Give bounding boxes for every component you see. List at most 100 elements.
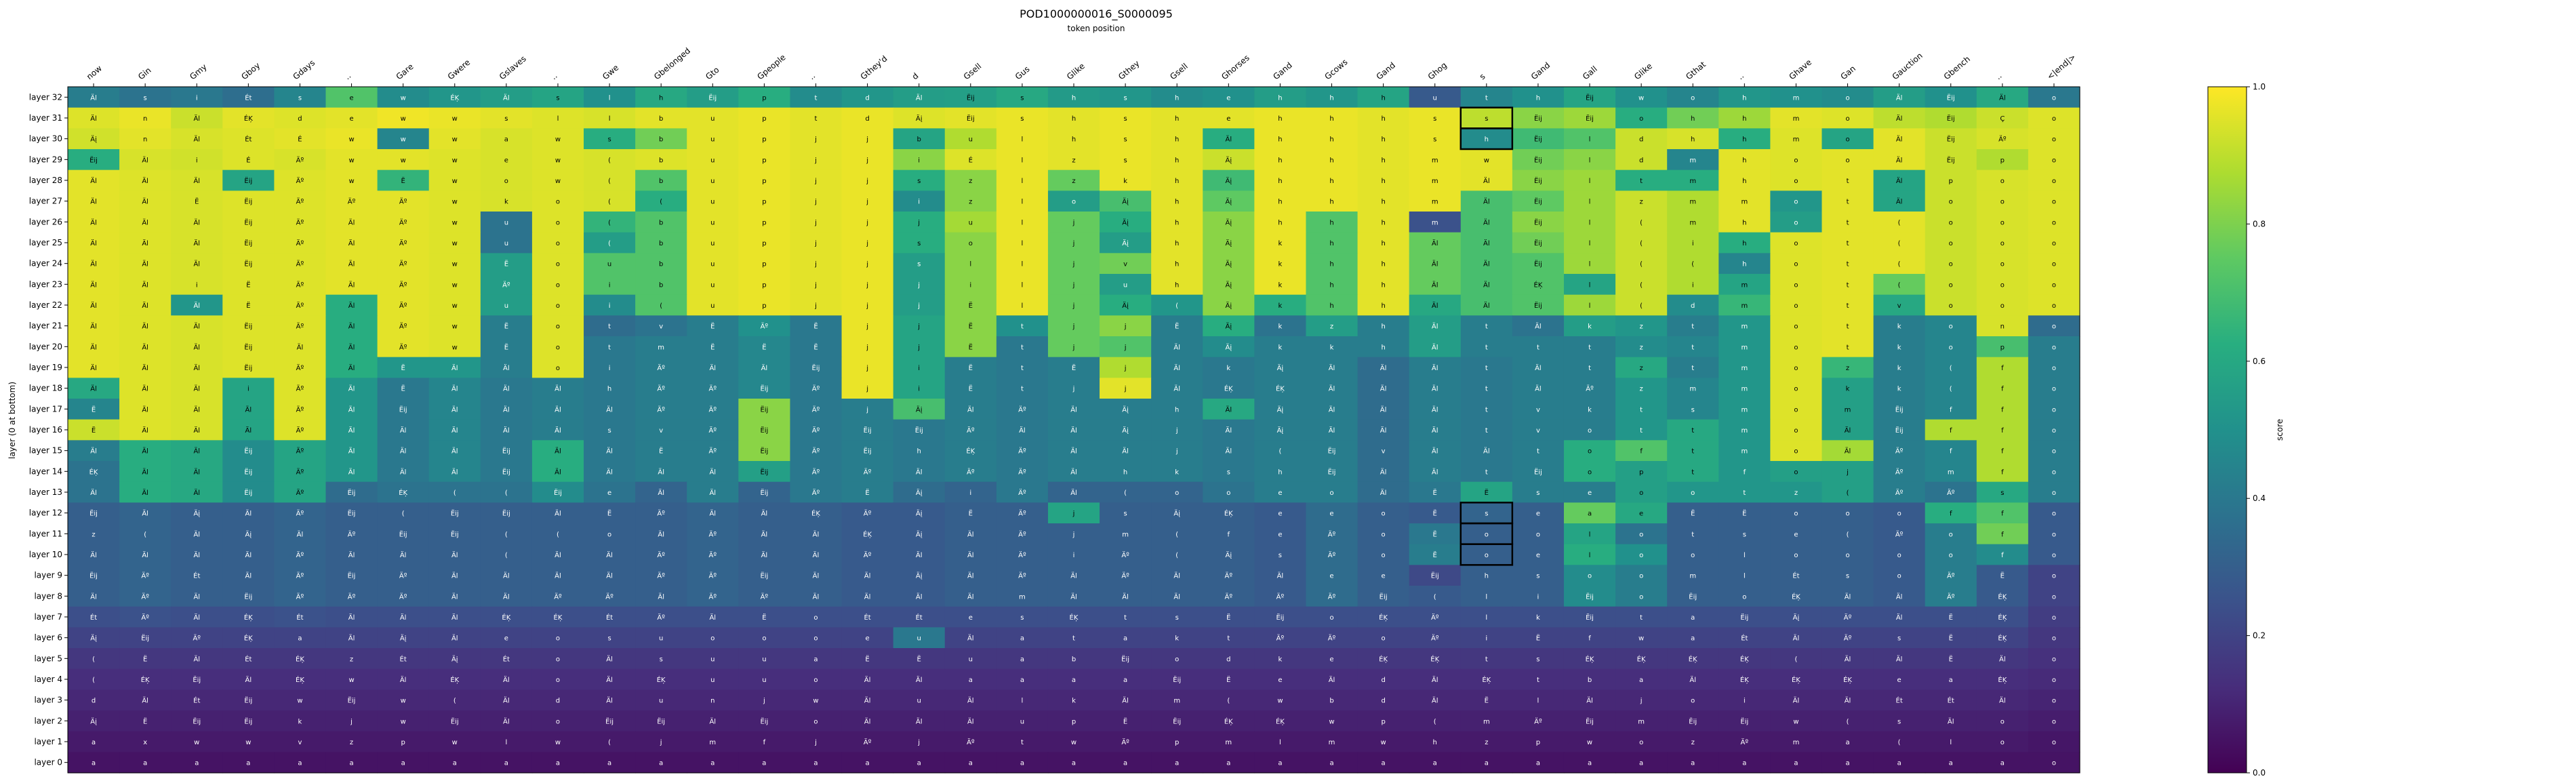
cell-label: Ëĳ: [502, 467, 510, 476]
cell-label: b: [659, 219, 663, 226]
cell-label: j: [763, 698, 765, 705]
heatmap-cell: [1615, 87, 1668, 108]
cell-label: l: [1589, 302, 1591, 310]
cell-label: Ë: [762, 342, 766, 351]
cell-label: (: [1691, 261, 1694, 268]
cell-label: Äl: [348, 550, 355, 559]
cell-label: Äl: [142, 197, 148, 206]
x-tick-label: Gslaves: [498, 54, 528, 81]
heatmap-cell: [1512, 440, 1565, 462]
heatmap-cell: [274, 461, 327, 483]
heatmap-cell: [1100, 399, 1152, 420]
heatmap-cell: [274, 440, 327, 462]
cell-label: Äº: [812, 426, 820, 435]
cell-label: j: [1175, 448, 1178, 456]
cell-label: Äl: [90, 280, 97, 289]
cell-label: j: [866, 386, 868, 393]
heatmap-cell: [1512, 190, 1565, 212]
cell-label: Äl: [1070, 447, 1077, 456]
y-tick-label: layer 12: [29, 508, 62, 518]
cell-label: Äº: [141, 592, 149, 601]
heatmap-cell: [1667, 253, 1719, 275]
heatmap-cell: [1563, 440, 1616, 462]
cell-label: s: [1846, 573, 1849, 580]
cell-label: o: [1382, 552, 1386, 559]
cell-label: Äl: [193, 592, 200, 601]
heatmap-cell: [480, 461, 533, 483]
heatmap-cell: [1976, 294, 2029, 316]
cell-label: z: [92, 531, 95, 538]
heatmap-cell: [1460, 378, 1513, 399]
cell-label: Äl: [348, 322, 355, 331]
cell-label: h: [1175, 240, 1179, 247]
cell-label: ÉĶ: [966, 447, 975, 456]
cell-label: h: [1175, 406, 1179, 414]
heatmap-cell: [1873, 294, 1926, 316]
cell-label: Ë: [143, 654, 147, 663]
cell-label: Äl: [193, 384, 200, 393]
x-tick-label: ..: [807, 71, 817, 82]
heatmap-cell: [531, 107, 584, 129]
heatmap-cell: [428, 461, 481, 483]
heatmap-cell: [480, 253, 533, 275]
cell-label: Äl: [1845, 447, 1851, 456]
cell-label: Äº: [864, 509, 872, 518]
cell-label: Ëĳ: [1586, 93, 1594, 102]
heatmap-cell: [325, 87, 378, 108]
cell-label: o: [2052, 718, 2056, 725]
cell-label: Ëĳ: [348, 509, 356, 518]
cell-label: m: [658, 344, 664, 351]
heatmap-cell: [841, 294, 894, 316]
cell-label: j: [1124, 365, 1127, 372]
cell-label: s: [660, 656, 663, 663]
cell-label: Äl: [709, 488, 716, 497]
cell-label: (: [608, 178, 611, 185]
cell-label: h: [1485, 573, 1489, 580]
cell-label: k: [1897, 365, 1901, 372]
cell-label: Äl: [348, 239, 355, 247]
heatmap-cell: [1100, 232, 1152, 254]
heatmap-cell: [1925, 190, 1977, 212]
heatmap-cell: [1822, 274, 1874, 296]
cell-label: o: [2052, 323, 2056, 331]
heatmap-cell: [1100, 378, 1152, 399]
cell-label: Ét: [193, 571, 200, 580]
cell-label: Äl: [916, 675, 923, 684]
cell-label: n: [2000, 323, 2005, 331]
cell-label: o: [1949, 240, 1953, 247]
heatmap-cell: [1718, 378, 1771, 399]
cell-label: Äº: [708, 426, 717, 435]
cell-label: a: [504, 760, 508, 767]
cell-label: o: [1226, 489, 1230, 497]
cell-label: o: [1897, 573, 1901, 580]
cell-label: e: [1278, 510, 1282, 518]
heatmap-cell: [738, 190, 791, 212]
heatmap-cell: [1203, 336, 1255, 358]
y-tick-label: layer 27: [29, 197, 62, 206]
cell-label: ÉĶ: [657, 675, 666, 684]
y-tick-label: layer 11: [29, 529, 62, 538]
heatmap-cell: [996, 315, 1049, 337]
cell-label: b: [659, 281, 663, 289]
cell-label: w: [1638, 94, 1644, 102]
cell-label: Äl: [1173, 592, 1180, 601]
heatmap-cell: [222, 87, 275, 108]
cell-label: Äl: [1329, 363, 1335, 372]
cell-label: Äl: [503, 93, 510, 102]
heatmap-cell: [171, 440, 223, 462]
cell-label: k: [1897, 386, 1901, 393]
y-tick-label: layer 13: [29, 487, 62, 497]
cell-label: Äl: [503, 426, 510, 435]
cell-label: j: [866, 219, 868, 226]
heatmap-cell: [325, 399, 378, 420]
cell-label: z: [969, 178, 972, 185]
heatmap-cell: [1873, 274, 1926, 296]
cell-label: Ë: [1226, 613, 1230, 622]
heatmap-cell: [1873, 336, 1926, 358]
cell-label: a: [2000, 760, 2005, 767]
cell-label: m: [1793, 136, 1800, 144]
heatmap-cell: [2028, 378, 2080, 399]
heatmap-cell: [1306, 87, 1359, 108]
heatmap-cell: [635, 149, 687, 171]
heatmap-cell: [1718, 274, 1771, 296]
